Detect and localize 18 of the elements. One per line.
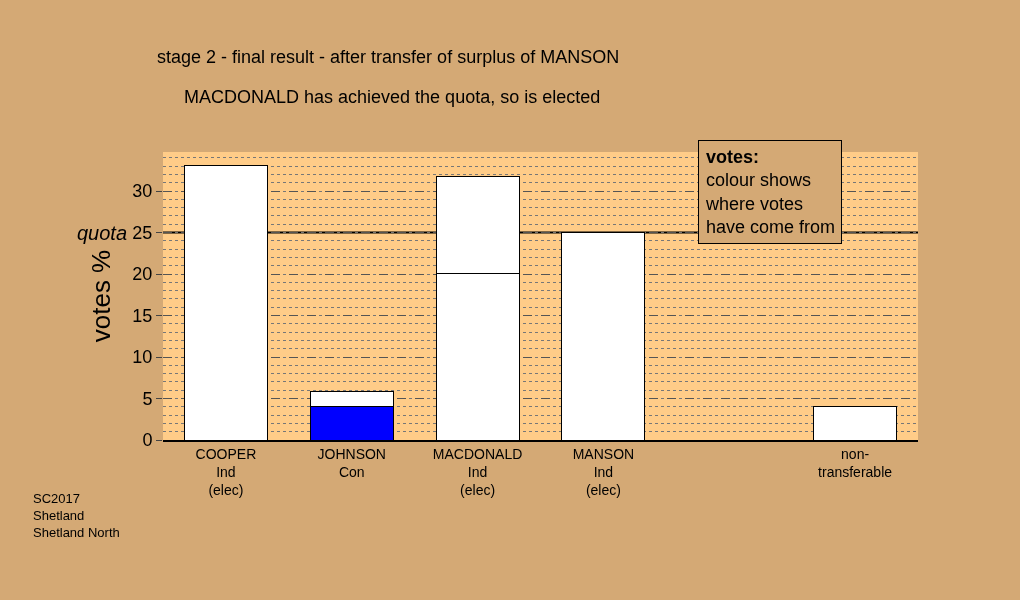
chart-title: stage 2 - final result - after transfer of surplus of MANSON (157, 47, 620, 67)
chart-subtitle: MACDONALD has achieved the quota, so is elected (184, 87, 601, 107)
y-tick-label: 10 (132, 347, 153, 368)
y-axis-title: votes % (85, 249, 116, 343)
x-tick-label: MANSON Ind (elec) (572, 445, 635, 499)
y-tick-label: 0 (142, 430, 153, 451)
y-tick-label: 5 (142, 388, 153, 409)
y-tick-label: 15 (132, 305, 153, 326)
y-tick-label: 20 (132, 264, 153, 285)
y-tick-label: 30 (132, 181, 153, 202)
ref-line-label: quota (77, 222, 128, 244)
text: SC2017 Shetland Shetland North (33, 491, 120, 540)
y-tick-label: 25 (132, 222, 153, 243)
annotation: votes: colour shows where votes have come from (705, 147, 836, 238)
x-tick-label: JOHNSON Con (317, 445, 386, 480)
x-tick-label: MACDONALD Ind (elec) (432, 445, 523, 499)
x-tick-label: COOPER Ind (elec) (195, 445, 257, 499)
x-tick-label: non- transferable (818, 445, 893, 480)
